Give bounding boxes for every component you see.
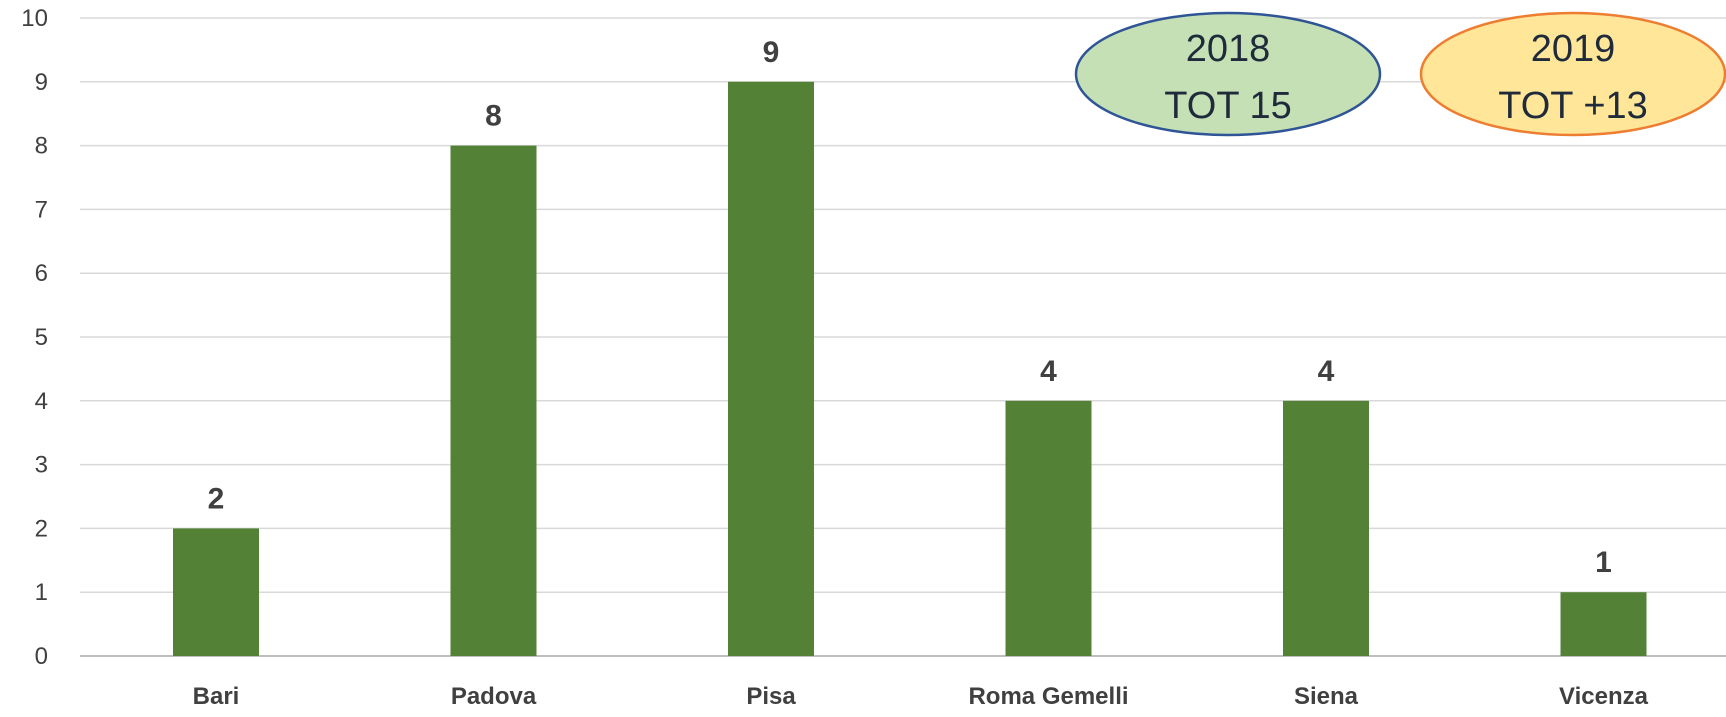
- badge-2018: 2018 TOT 15: [1074, 11, 1382, 137]
- badge-2019: 2019 TOT +13: [1419, 11, 1726, 137]
- badge-2018-ellipse: [1074, 11, 1382, 137]
- data-label-pisa: 9: [763, 36, 780, 69]
- y-axis-tick-labels: 0 1 2 3 4 5 6 7 8 9 10: [21, 5, 48, 670]
- data-label-bari: 2: [208, 482, 225, 515]
- bar-siena: [1283, 400, 1369, 656]
- bar-bari: [173, 528, 259, 656]
- bar-padova: [450, 145, 537, 656]
- badge-2019-ellipse: [1419, 11, 1726, 137]
- data-labels: 2 8 9 4 4 1: [208, 36, 1612, 579]
- bar-pisa: [728, 81, 814, 657]
- y-tick-label-7: 7: [35, 196, 48, 223]
- y-tick-label-1: 1: [35, 579, 48, 606]
- data-label-padova: 8: [485, 100, 502, 133]
- y-tick-label-4: 4: [35, 388, 48, 415]
- data-label-roma-gemelli: 4: [1040, 355, 1057, 388]
- data-label-siena: 4: [1318, 355, 1335, 388]
- x-axis-category-labels: Bari Padova Pisa Roma Gemelli Siena Vicenza: [193, 683, 1649, 710]
- category-label-padova: Padova: [451, 683, 537, 710]
- y-tick-label-0: 0: [35, 643, 48, 670]
- category-label-siena: Siena: [1294, 683, 1359, 710]
- category-label-bari: Bari: [193, 683, 240, 710]
- badge-2019-year: 2019: [1531, 28, 1616, 70]
- y-tick-label-8: 8: [35, 133, 48, 160]
- data-label-vicenza: 1: [1595, 546, 1612, 579]
- category-label-roma-gemelli: Roma Gemelli: [968, 683, 1128, 710]
- badge-2018-year: 2018: [1186, 28, 1271, 70]
- bar-roma-gemelli: [1005, 400, 1092, 656]
- y-tick-label-6: 6: [35, 260, 48, 287]
- category-label-pisa: Pisa: [746, 683, 796, 710]
- y-tick-label-2: 2: [35, 515, 48, 542]
- y-tick-label-3: 3: [35, 452, 48, 479]
- y-tick-label-5: 5: [35, 324, 48, 351]
- bars: [173, 81, 1647, 657]
- category-label-vicenza: Vicenza: [1559, 683, 1649, 710]
- y-tick-label-10: 10: [21, 5, 48, 32]
- bar-vicenza: [1560, 592, 1647, 656]
- y-tick-label-9: 9: [35, 69, 48, 96]
- badge-2018-total: TOT 15: [1164, 85, 1291, 127]
- badge-2019-total: TOT +13: [1498, 85, 1648, 127]
